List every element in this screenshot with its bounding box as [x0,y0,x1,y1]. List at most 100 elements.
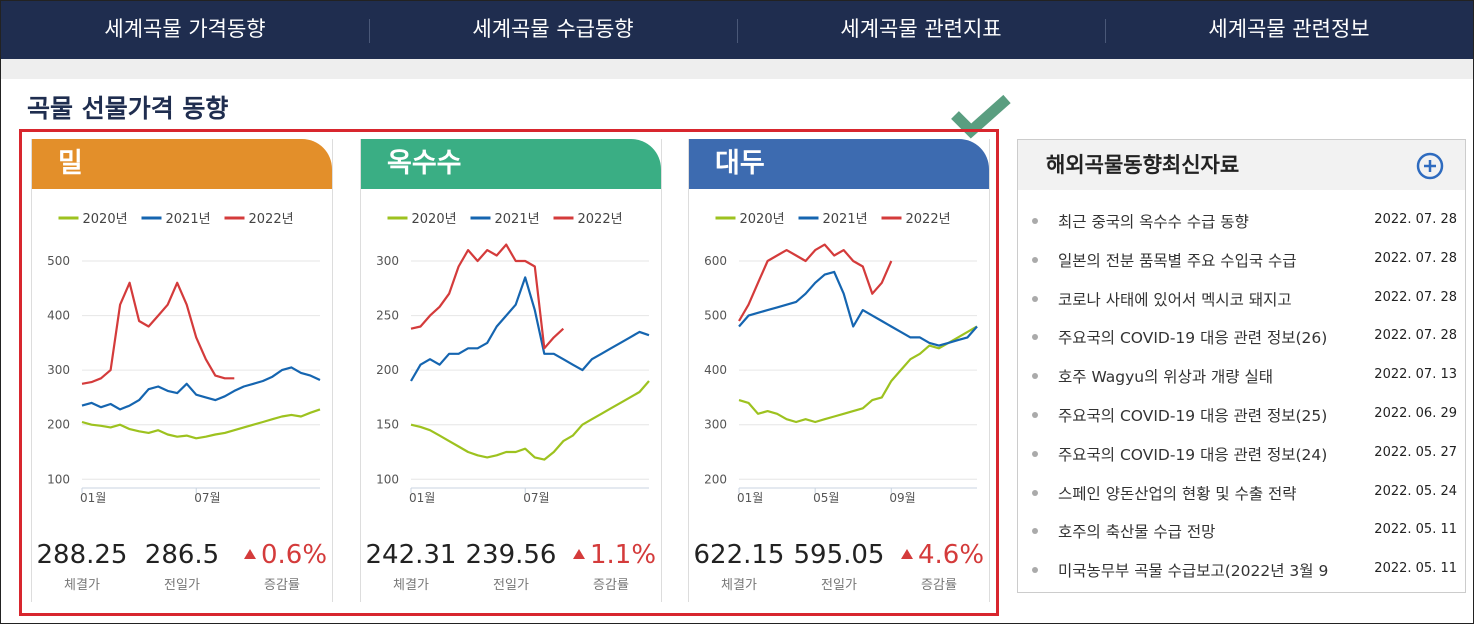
x-tick-label: 09월 [889,491,915,505]
stat-label: 체결가 [393,578,429,593]
line-series [738,270,978,347]
bullet [1032,256,1038,263]
stat-value: 286.5 [145,540,219,570]
news-item-date: 2022. 07. 28 [1374,289,1457,305]
y-tick-label: 400 [704,363,727,377]
y-tick-label: 400 [47,309,70,323]
y-tick-label: 200 [47,418,70,432]
up-arrow [901,549,913,559]
news-item-date: 2022. 07. 28 [1374,250,1457,266]
news-item-date: 2022. 06. 29 [1374,406,1457,421]
legend-label: 2022년 [906,212,951,227]
nav-item[interactable]: 세계곡물 수급동향 [369,1,737,59]
news-item-title: 호주의 축산물 수급 전망 [1058,523,1216,542]
highlight-box [19,129,999,616]
divider-strip [1,59,1473,79]
news-item[interactable]: 주요국의 COVID-19 대응 관련 정보(24) 2022. 05. 27 [1018,439,1465,469]
bullet [1032,334,1038,341]
news-item[interactable]: 최근 중국의 옥수수 수급 동향 2022. 07. 28 [1018,206,1465,236]
bullet [1032,373,1038,380]
more-button[interactable] [1416,152,1444,180]
news-item-date: 2022. 05. 27 [1374,444,1457,460]
news-item-title: 미국농무부 곡물 수급보고(2022년 3월 9 [1058,562,1329,581]
y-tick-label: 300 [704,418,727,432]
stat-label: 전일가 [164,578,200,593]
stat-value: 595.05 [794,540,885,570]
card-header: 밀 [32,139,332,189]
news-item-title: 호주 Wagyu의 위상과 개량 실태 [1058,368,1273,387]
card-header: 대두 [689,139,989,189]
nav-item[interactable]: 세계곡물 관련지표 [737,1,1105,59]
bullet [1032,489,1038,496]
line-series [410,380,650,461]
line-series [410,276,650,382]
news-item-date: 2022. 07. 28 [1374,212,1457,227]
news-item-title: 최근 중국의 옥수수 수급 동향 [1058,213,1249,231]
x-tick-label: 01월 [80,491,106,505]
bullet [1032,295,1038,302]
legend-label: 2022년 [249,212,294,227]
news-item-date: 2022. 05. 11 [1374,522,1457,538]
up-arrow [244,549,256,559]
y-tick-label: 500 [704,309,727,323]
news-item[interactable]: 스페인 양돈산업의 현황 및 수출 전략 2022. 05. 24 [1018,478,1465,508]
nav-item[interactable]: 세계곡물 관련정보 [1105,1,1473,59]
legend-label: 2020년 [412,212,457,227]
up-arrow [573,549,585,559]
chart: 200 300 400 500 600 01월 05월 09월 2020년 2021년 2022년 6… [694,212,985,593]
news-title-text: 해외곡물동향최신자료 [1046,153,1240,177]
stat-label: 증감률 [921,578,957,593]
stat-label: 증감률 [264,578,300,593]
news-item[interactable]: 주요국의 COVID-19 대응 관련 정보(25) 2022. 06. 29 [1018,400,1465,430]
legend-label: 2022년 [578,212,623,227]
y-tick-label: 500 [47,254,70,268]
news-item-title: 스페인 양돈산업의 현황 및 수출 전략 [1058,484,1297,503]
stat-label: 체결가 [721,578,757,593]
bullet [1032,412,1038,418]
stat-value: 0.6% [261,540,327,570]
y-tick-label: 200 [704,472,727,486]
news-item[interactable]: 일본의 전분 품목별 주요 수입국 수급 2022. 07. 28 [1018,245,1465,275]
x-tick-label: 05월 [813,491,839,505]
y-tick-label: 150 [376,418,399,432]
news-item[interactable]: 호주 Wagyu의 위상과 개량 실태 2022. 07. 13 [1018,361,1465,391]
nav-item[interactable]: 세계곡물 가격동향 [104,17,266,41]
line-series [410,243,565,350]
x-tick-label: 07월 [523,491,549,505]
x-tick-label: 01월 [737,491,763,505]
y-tick-label: 300 [376,254,399,268]
news-item-date: 2022. 05. 24 [1374,483,1457,499]
y-tick-label: 200 [376,363,399,377]
stat-label: 전일가 [821,578,857,593]
stat-value: 1.1% [590,540,656,570]
line-series [81,366,321,411]
news-item-title: 코로나 사태에 있어서 멕시코 돼지고 [1058,290,1292,309]
chart: 100 200 300 400 500 01월 07월 2020년 2021년 2022년 288.… [37,212,328,593]
legend-label: 2021년 [495,212,540,227]
bullet [1032,218,1038,224]
chart: 100 150 200 250 300 01월 07월 2020년 2021년 2022년 242.… [366,212,657,593]
stat-value: 4.6% [918,540,984,570]
news-item[interactable]: 주요국의 COVID-19 대응 관련 정보(26) 2022. 07. 28 [1018,322,1465,352]
news-item-date: 2022. 07. 13 [1374,367,1457,383]
news-item[interactable]: 호주의 축산물 수급 전망 2022. 05. 11 [1018,516,1465,546]
y-tick-label: 250 [376,309,399,323]
news-item[interactable]: 미국농무부 곡물 수급보고(2022년 3월 9 2022. 05. 11 [1018,555,1465,585]
legend-label: 2021년 [823,212,868,227]
y-tick-label: 100 [376,472,399,486]
bullet [1032,528,1038,535]
stat-value: 622.15 [694,540,785,570]
y-tick-label: 600 [704,254,727,268]
chart-card: 옥수수 100 150 200 250 300 01월 07월 2020년 2021년 2022년 2… [360,139,662,602]
stat-label: 전일가 [493,578,529,593]
line-series [81,281,235,385]
x-tick-label: 01월 [409,491,435,505]
line-series [81,408,321,440]
legend-label: 2020년 [83,212,128,227]
y-tick-label: 300 [47,363,70,377]
nav-bar: 세계곡물 가격동향 세계곡물 수급동향 세계곡물 관련지표 세계곡물 관련정보 [1,1,1473,59]
news-item[interactable]: 코로나 사태에 있어서 멕시코 돼지고 2022. 07. 28 [1018,284,1465,314]
news-item-date: 2022. 05. 11 [1374,561,1457,577]
bullet [1032,450,1038,457]
